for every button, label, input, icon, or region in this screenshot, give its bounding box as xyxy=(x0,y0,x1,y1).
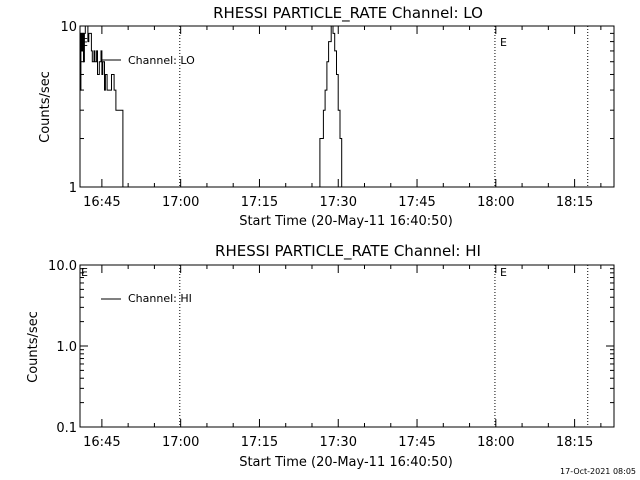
footer-timestamp: 17-Oct-2021 08:05 xyxy=(560,467,636,476)
chart-1-title: RHESSI PARTICLE_RATE Channel: LO xyxy=(213,4,483,23)
chart-1-frame xyxy=(79,25,615,188)
chart-2-ytick-label-0: 0.1 xyxy=(56,421,77,436)
chart-2-xtick-label-1: 17:00 xyxy=(162,435,199,450)
chart-2-ytick-label-1: 1.0 xyxy=(56,340,77,355)
chart-2-xtick-label-2: 17:15 xyxy=(241,435,278,450)
chart-1-series-line-0-1 xyxy=(319,25,343,188)
chart-2-ytick-label-2: 10.0 xyxy=(48,259,77,274)
chart-2-xtick-label-3: 17:30 xyxy=(320,435,357,450)
chart-1-xlabel: Start Time (20-May-11 16:40:50) xyxy=(239,214,453,229)
chart-2-xtick-label-4: 17:45 xyxy=(398,435,435,450)
chart-2-annotation-e-right: E xyxy=(500,266,507,279)
chart-1-ylabel: Counts/sec xyxy=(38,71,53,143)
chart-2-xtick-label-0: 16:45 xyxy=(83,435,120,450)
chart-1-xtick-label-2: 17:15 xyxy=(241,195,278,210)
chart-1-xtick-label-4: 17:45 xyxy=(398,195,435,210)
chart-1-legend-label: Channel: LO xyxy=(128,54,195,67)
chart-1-xtick-label-0: 16:45 xyxy=(83,195,120,210)
chart-2-xtick-label-6: 18:15 xyxy=(556,435,593,450)
chart-2-frame xyxy=(79,264,615,428)
chart-1-ytick-label-0: 1 xyxy=(69,181,77,196)
chart-1-ytick-label-1: 10 xyxy=(60,20,77,35)
chart-1-xtick-label-3: 17:30 xyxy=(320,195,357,210)
chart-1-xtick-label-1: 17:00 xyxy=(162,195,199,210)
chart-1-xtick-label-5: 18:00 xyxy=(477,195,514,210)
chart-2-xtick-label-5: 18:00 xyxy=(477,435,514,450)
chart-1-annotation-e-right: E xyxy=(500,36,507,49)
chart-2-ylabel: Counts/sec xyxy=(26,311,41,383)
chart-2-annotation-e-left: E xyxy=(81,266,88,279)
chart-2-xlabel: Start Time (20-May-11 16:40:50) xyxy=(239,455,453,470)
chart-2-legend-label: Channel: HI xyxy=(128,292,192,305)
chart-2-title: RHESSI PARTICLE_RATE Channel: HI xyxy=(215,242,481,261)
chart-1-xtick-label-6: 18:15 xyxy=(556,195,593,210)
chart-1-series-line-0-0 xyxy=(80,25,124,187)
